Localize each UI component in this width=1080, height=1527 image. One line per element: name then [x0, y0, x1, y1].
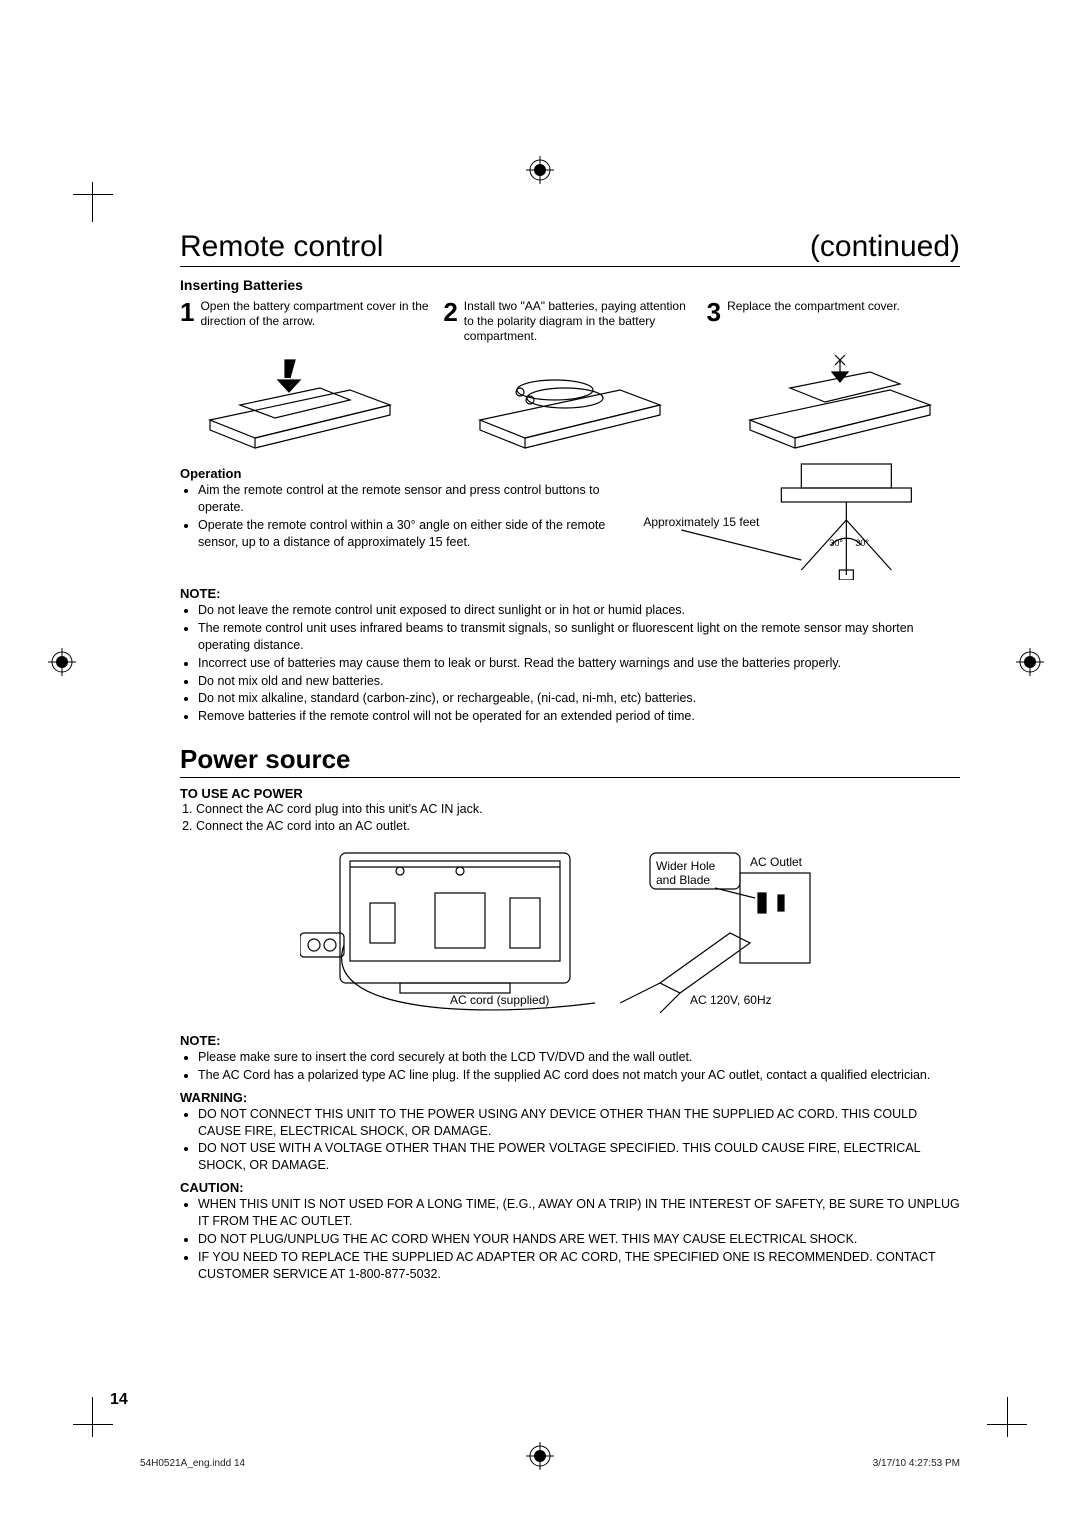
list-item: Do not mix alkaline, standard (carbon-zi… — [198, 690, 960, 707]
ac-power-steps: Connect the AC cord plug into this unit'… — [180, 801, 960, 835]
battery-diagram-3-icon — [720, 350, 960, 460]
step-text: Replace the compartment cover. — [727, 299, 900, 344]
list-item: Do not leave the remote control unit exp… — [198, 602, 960, 619]
step-number: 3 — [707, 299, 721, 344]
crop-mark-icon — [968, 1397, 1008, 1437]
registration-mark-right — [1016, 648, 1044, 681]
step-text: Install two "AA" batteries, paying atten… — [464, 299, 697, 344]
step-number: 2 — [443, 299, 457, 344]
ac-cord-label: AC cord (supplied) — [450, 993, 549, 1007]
list-item: DO NOT USE WITH A VOLTAGE OTHER THAN THE… — [198, 1140, 960, 1174]
battery-diagram-2-icon — [450, 350, 690, 460]
registration-mark-left — [48, 648, 76, 681]
svg-text:30°: 30° — [856, 538, 870, 548]
section-title: Remote control — [180, 230, 383, 264]
page-number: 14 — [110, 1391, 128, 1409]
step-text: Open the battery compartment cover in th… — [200, 299, 433, 344]
list-item: IF YOU NEED TO REPLACE THE SUPPLIED AC A… — [198, 1249, 960, 1283]
crop-mark-icon — [92, 182, 132, 222]
operation-heading: Operation — [180, 466, 623, 481]
footer-filename: 54H0521A_eng.indd 14 — [140, 1458, 245, 1469]
svg-text:30°: 30° — [830, 538, 844, 548]
warning-list: DO NOT CONNECT THIS UNIT TO THE POWER US… — [180, 1106, 960, 1175]
note-heading: NOTE: — [180, 1033, 960, 1048]
list-item: Please make sure to insert the cord secu… — [198, 1049, 960, 1066]
list-item: Do not mix old and new batteries. — [198, 673, 960, 690]
list-item: The remote control unit uses infrared be… — [198, 620, 960, 654]
warning-heading: WARNING: — [180, 1090, 960, 1105]
note-heading: NOTE: — [180, 586, 960, 601]
step-3: 3 Replace the compartment cover. — [707, 299, 960, 344]
battery-diagram-1-icon — [180, 350, 420, 460]
list-item: Aim the remote control at the remote sen… — [198, 482, 623, 516]
ac-power-heading: TO USE AC POWER — [180, 786, 960, 801]
operation-list: Aim the remote control at the remote sen… — [180, 482, 623, 551]
note-list: Do not leave the remote control unit exp… — [180, 602, 960, 725]
remote-range-diagram-icon: Approximately 15 feet 30° 30° — [643, 460, 960, 580]
list-item: Incorrect use of batteries may cause the… — [198, 655, 960, 672]
list-item: Connect the AC cord into an AC outlet. — [196, 818, 960, 835]
ac-outlet-diagram-icon: AC Outlet Wider Hole and Blade AC 120V, … — [620, 843, 840, 1023]
ac-outlet-label: AC Outlet — [750, 855, 802, 869]
list-item: Remove batteries if the remote control w… — [198, 708, 960, 725]
list-item: The AC Cord has a polarized type AC line… — [198, 1067, 960, 1084]
section-continued: (continued) — [810, 230, 960, 264]
step-number: 1 — [180, 299, 194, 344]
list-item: DO NOT CONNECT THIS UNIT TO THE POWER US… — [198, 1106, 960, 1140]
ac-spec-label: AC 120V, 60Hz — [690, 993, 772, 1007]
caution-list: WHEN THIS UNIT IS NOT USED FOR A LONG TI… — [180, 1196, 960, 1282]
power-source-heading: Power source — [180, 744, 351, 775]
inserting-batteries-heading: Inserting Batteries — [180, 277, 960, 293]
tv-rear-diagram-icon: AC cord (supplied) — [300, 843, 600, 1023]
wider-hole-label: Wider Hole and Blade — [656, 859, 736, 887]
step-1: 1 Open the battery compartment cover in … — [180, 299, 433, 344]
registration-mark-top — [526, 156, 554, 189]
footer-timestamp: 3/17/10 4:27:53 PM — [873, 1458, 960, 1469]
list-item: DO NOT PLUG/UNPLUG THE AC CORD WHEN YOUR… — [198, 1231, 960, 1248]
step-2: 2 Install two "AA" batteries, paying att… — [443, 299, 696, 344]
list-item: Operate the remote control within a 30° … — [198, 517, 623, 551]
caution-heading: CAUTION: — [180, 1180, 960, 1195]
list-item: WHEN THIS UNIT IS NOT USED FOR A LONG TI… — [198, 1196, 960, 1230]
list-item: Connect the AC cord plug into this unit'… — [196, 801, 960, 818]
note-list: Please make sure to insert the cord secu… — [180, 1049, 960, 1084]
